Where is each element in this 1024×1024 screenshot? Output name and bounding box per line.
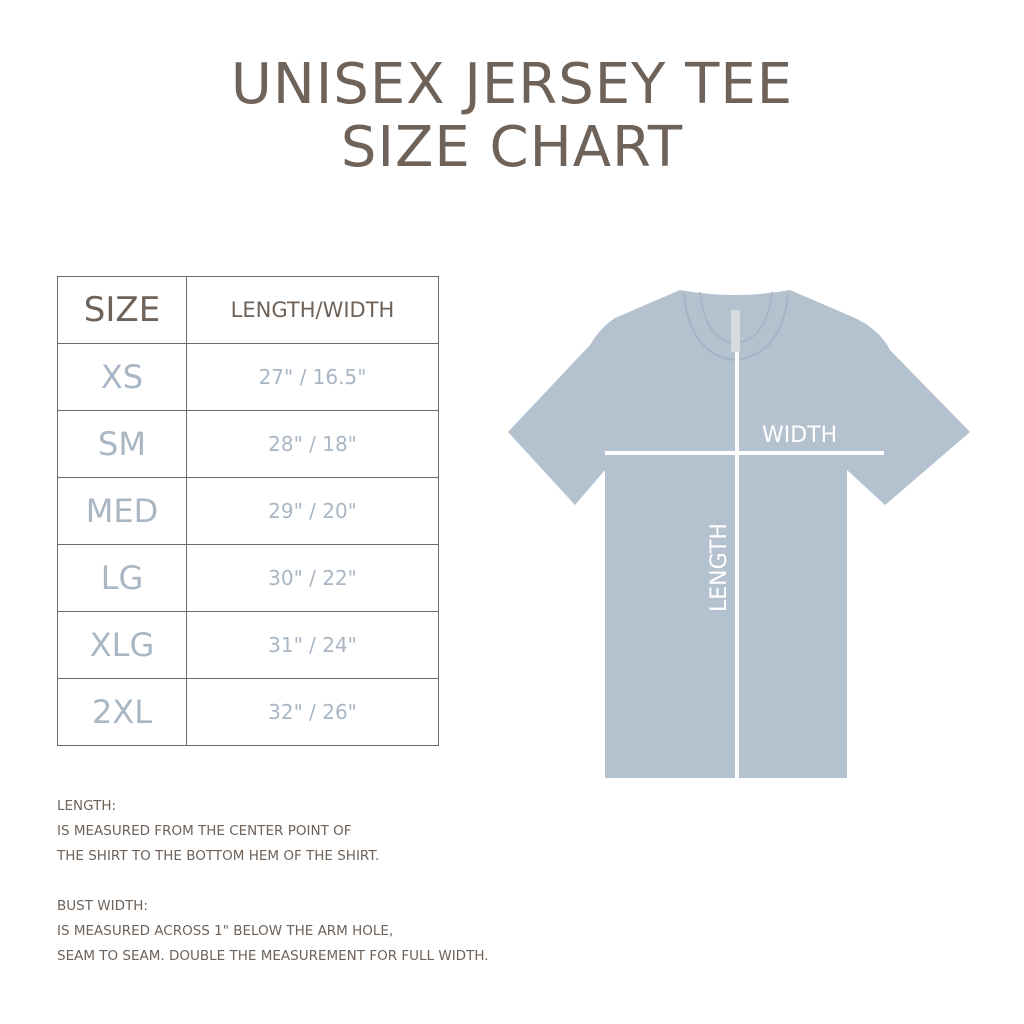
width-note-2: SEAM TO SEAM. DOUBLE THE MEASUREMENT FOR… — [57, 948, 489, 964]
size-cell: 2XL — [57, 678, 187, 746]
table-row: SM 28" / 18" — [57, 410, 439, 478]
length-label: LENGTH — [707, 523, 732, 612]
tag-logo — [731, 310, 740, 352]
measurement-notes: LENGTH: IS MEASURED FROM THE CENTER POIN… — [57, 794, 489, 994]
measure-cell: 32" / 26" — [186, 678, 439, 746]
size-cell: SM — [57, 410, 187, 478]
header-length-width: LENGTH/WIDTH — [186, 276, 439, 344]
table-row: 2XL 32" / 26" — [57, 678, 439, 746]
width-heading: BUST WIDTH: — [57, 898, 148, 914]
title-line-2: SIZE CHART — [340, 115, 684, 180]
measure-cell: 28" / 18" — [186, 410, 439, 478]
header-size: SIZE — [57, 276, 187, 344]
size-cell: XS — [57, 343, 187, 411]
width-note-1: IS MEASURED ACROSS 1" BELOW THE ARM HOLE… — [57, 923, 394, 939]
table-header-row: SIZE LENGTH/WIDTH — [57, 276, 439, 344]
title-line-1: UNISEX JERSEY TEE — [230, 52, 794, 117]
length-note-1: IS MEASURED FROM THE CENTER POINT OF — [57, 823, 352, 839]
size-table: SIZE LENGTH/WIDTH XS 27" / 16.5" SM 28" / … — [57, 276, 439, 746]
measure-cell: 29" / 20" — [186, 477, 439, 545]
width-label: WIDTH — [762, 423, 837, 448]
size-cell: LG — [57, 544, 187, 612]
length-heading: LENGTH: — [57, 798, 117, 814]
measure-cell: 30" / 22" — [186, 544, 439, 612]
table-row: LG 30" / 22" — [57, 544, 439, 612]
size-cell: XLG — [57, 611, 187, 679]
length-note-2: THE SHIRT TO THE BOTTOM HEM OF THE SHIRT… — [57, 848, 380, 864]
table-row: MED 29" / 20" — [57, 477, 439, 545]
